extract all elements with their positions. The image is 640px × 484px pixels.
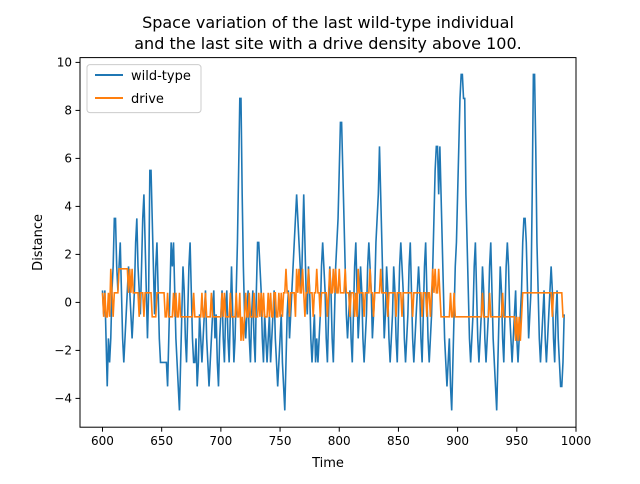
chart-title-line-2: and the last site with a drive density a… <box>134 34 521 53</box>
x-tick-label: 800 <box>328 434 351 448</box>
y-tick-label: 8 <box>64 104 72 118</box>
chart-title-line-1: Space variation of the last wild-type in… <box>142 13 514 32</box>
x-tick-label: 750 <box>269 434 292 448</box>
x-tick-label: 700 <box>209 434 232 448</box>
y-axis-label: Distance <box>31 214 46 271</box>
legend-label-drive: drive <box>131 92 164 107</box>
x-tick-label: 950 <box>505 434 528 448</box>
series-line-wild-type <box>101 73 565 411</box>
x-tick-label: 1000 <box>561 434 592 448</box>
x-axis: 600 650 700 750 800 850 900 950 1000 <box>91 427 591 448</box>
series-line-drive <box>101 267 565 341</box>
legend-box <box>86 64 202 114</box>
y-axis: −4 −2 0 2 4 6 8 10 <box>54 56 80 406</box>
legend-label-wild-type: wild-type <box>131 69 191 84</box>
y-tick-label: −2 <box>54 344 72 358</box>
x-tick-label: 850 <box>387 434 410 448</box>
y-tick-label: 6 <box>64 152 72 166</box>
plot-frame <box>79 57 577 428</box>
legend: wild-type drive <box>86 64 202 114</box>
y-tick-label: 10 <box>57 56 72 70</box>
y-tick-label: 0 <box>64 296 72 310</box>
y-tick-label: −4 <box>54 392 72 406</box>
x-tick-label: 600 <box>91 434 114 448</box>
plot-series <box>101 73 565 411</box>
y-tick-label: 2 <box>64 248 72 262</box>
x-tick-label: 900 <box>446 434 469 448</box>
x-axis-label: Time <box>311 456 344 471</box>
x-tick-label: 650 <box>150 434 173 448</box>
y-tick-label: 4 <box>64 200 72 214</box>
